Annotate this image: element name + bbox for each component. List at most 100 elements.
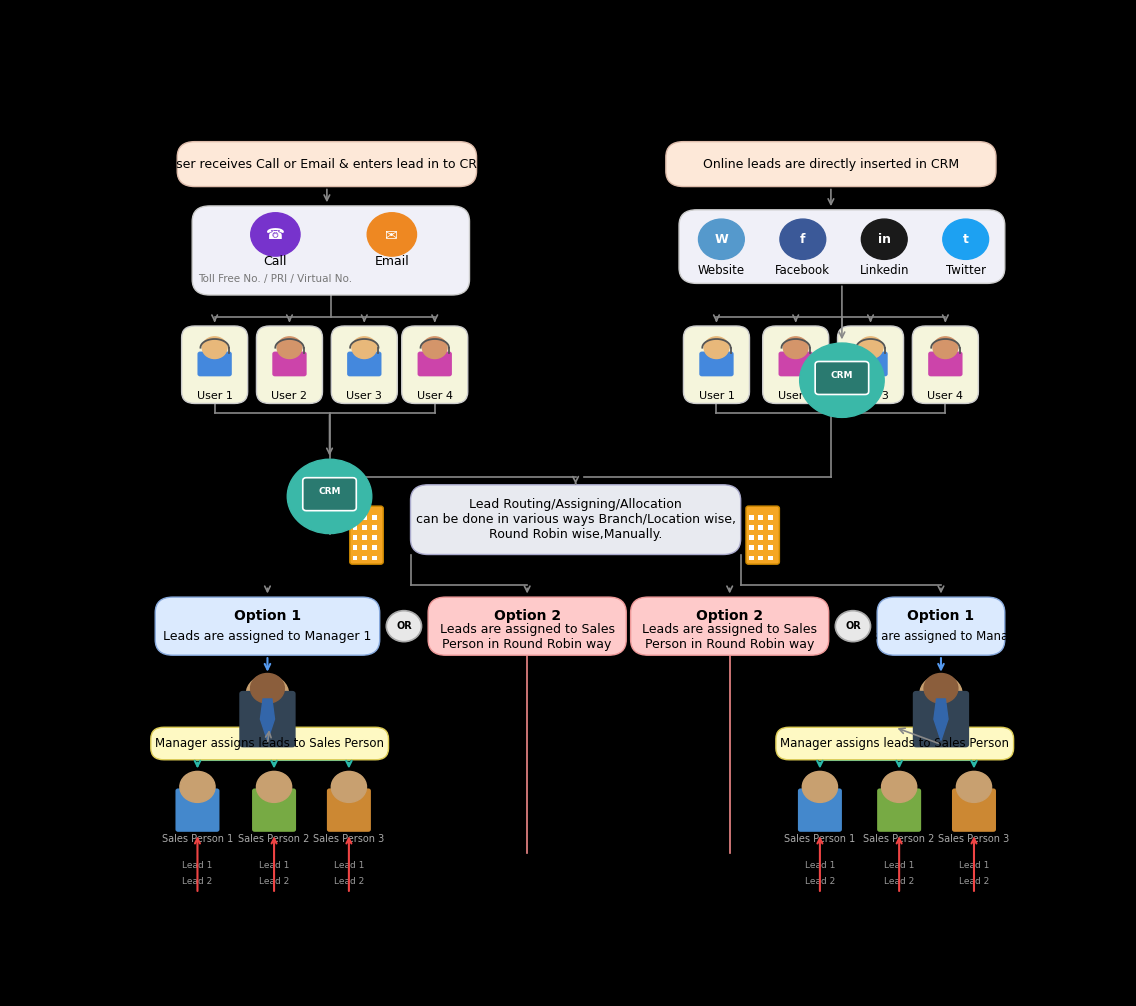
FancyBboxPatch shape xyxy=(749,515,753,520)
Text: Lead 1: Lead 1 xyxy=(804,861,835,870)
FancyBboxPatch shape xyxy=(362,525,367,530)
FancyBboxPatch shape xyxy=(759,555,763,560)
Circle shape xyxy=(179,772,215,803)
Text: Lead 2: Lead 2 xyxy=(804,877,835,886)
FancyBboxPatch shape xyxy=(371,545,376,550)
Circle shape xyxy=(277,337,302,358)
Text: User 3: User 3 xyxy=(346,390,382,400)
Circle shape xyxy=(367,212,417,257)
Text: Lead 2: Lead 2 xyxy=(884,877,914,886)
Text: Sales Person 3: Sales Person 3 xyxy=(938,834,1010,844)
FancyBboxPatch shape xyxy=(759,535,763,540)
Circle shape xyxy=(287,459,371,533)
FancyBboxPatch shape xyxy=(768,535,772,540)
Text: Leads are assigned to Sales
Person in Round Robin way: Leads are assigned to Sales Person in Ro… xyxy=(642,623,817,651)
FancyBboxPatch shape xyxy=(837,326,903,403)
Text: W: W xyxy=(715,232,728,245)
FancyBboxPatch shape xyxy=(418,351,452,376)
Text: Lead 1: Lead 1 xyxy=(884,861,914,870)
FancyBboxPatch shape xyxy=(912,326,978,403)
FancyBboxPatch shape xyxy=(816,361,869,394)
Circle shape xyxy=(924,673,958,703)
Text: t: t xyxy=(963,232,969,245)
Text: Leads are assigned to Manager 1: Leads are assigned to Manager 1 xyxy=(843,630,1039,643)
Text: Leads are assigned to Sales
Person in Round Robin way: Leads are assigned to Sales Person in Ro… xyxy=(440,623,615,651)
Text: Lead 1: Lead 1 xyxy=(182,861,212,870)
Circle shape xyxy=(257,772,292,803)
Text: Option 2: Option 2 xyxy=(494,609,561,623)
Text: Leads are assigned to Manager 1: Leads are assigned to Manager 1 xyxy=(164,630,371,643)
FancyBboxPatch shape xyxy=(952,789,996,832)
Circle shape xyxy=(202,337,227,358)
FancyBboxPatch shape xyxy=(762,326,828,403)
FancyBboxPatch shape xyxy=(352,525,358,530)
Text: Option 2: Option 2 xyxy=(696,609,763,623)
FancyBboxPatch shape xyxy=(350,506,383,564)
Text: Sales Person 1: Sales Person 1 xyxy=(784,834,855,844)
FancyBboxPatch shape xyxy=(252,789,296,832)
Text: Lead 2: Lead 2 xyxy=(334,877,364,886)
FancyBboxPatch shape xyxy=(402,326,468,403)
Text: User 1: User 1 xyxy=(699,390,734,400)
FancyBboxPatch shape xyxy=(273,351,307,376)
Circle shape xyxy=(933,337,958,358)
FancyBboxPatch shape xyxy=(240,691,295,747)
FancyBboxPatch shape xyxy=(749,555,753,560)
Text: Lead 2: Lead 2 xyxy=(183,877,212,886)
Polygon shape xyxy=(934,699,949,740)
FancyBboxPatch shape xyxy=(348,351,382,376)
FancyBboxPatch shape xyxy=(352,545,358,550)
FancyBboxPatch shape xyxy=(700,351,734,376)
Text: User 4: User 4 xyxy=(927,390,963,400)
FancyBboxPatch shape xyxy=(352,515,358,520)
Circle shape xyxy=(800,343,884,417)
Text: Lead 1: Lead 1 xyxy=(259,861,290,870)
Text: Email: Email xyxy=(375,255,409,268)
Text: User receives Call or Email & enters lead in to CRM: User receives Call or Email & enters lea… xyxy=(167,158,487,171)
FancyBboxPatch shape xyxy=(257,326,323,403)
Text: Website: Website xyxy=(698,264,745,277)
FancyBboxPatch shape xyxy=(192,206,469,295)
Circle shape xyxy=(704,337,729,358)
Circle shape xyxy=(386,611,421,642)
FancyBboxPatch shape xyxy=(749,525,753,530)
FancyBboxPatch shape xyxy=(759,515,763,520)
Circle shape xyxy=(957,772,992,803)
FancyBboxPatch shape xyxy=(776,727,1013,760)
FancyBboxPatch shape xyxy=(362,515,367,520)
Circle shape xyxy=(332,772,367,803)
FancyBboxPatch shape xyxy=(778,351,813,376)
FancyBboxPatch shape xyxy=(327,789,370,832)
Text: ☎: ☎ xyxy=(266,227,285,241)
Text: Manager assigns leads to Sales Person: Manager assigns leads to Sales Person xyxy=(156,737,384,750)
FancyBboxPatch shape xyxy=(371,555,376,560)
Text: Sales Person 3: Sales Person 3 xyxy=(314,834,384,844)
FancyBboxPatch shape xyxy=(759,525,763,530)
Text: Lead 1: Lead 1 xyxy=(334,861,364,870)
FancyBboxPatch shape xyxy=(877,598,1004,655)
Text: OR: OR xyxy=(845,621,861,631)
FancyBboxPatch shape xyxy=(175,789,219,832)
FancyBboxPatch shape xyxy=(853,351,887,376)
Circle shape xyxy=(352,337,377,358)
Circle shape xyxy=(882,772,917,803)
Text: CRM: CRM xyxy=(318,488,341,496)
Circle shape xyxy=(784,337,808,358)
FancyBboxPatch shape xyxy=(156,598,379,655)
FancyBboxPatch shape xyxy=(749,545,753,550)
Text: Option 1: Option 1 xyxy=(908,609,975,623)
Text: User 2: User 2 xyxy=(272,390,308,400)
FancyBboxPatch shape xyxy=(198,351,232,376)
FancyBboxPatch shape xyxy=(362,535,367,540)
Text: Manager assigns leads to Sales Person: Manager assigns leads to Sales Person xyxy=(780,737,1009,750)
Text: ✉: ✉ xyxy=(385,227,399,241)
Circle shape xyxy=(423,337,448,358)
FancyBboxPatch shape xyxy=(666,142,996,186)
FancyBboxPatch shape xyxy=(410,485,741,554)
FancyBboxPatch shape xyxy=(428,598,626,655)
Circle shape xyxy=(802,772,837,803)
Circle shape xyxy=(943,219,988,260)
FancyBboxPatch shape xyxy=(877,789,921,832)
Circle shape xyxy=(835,611,870,642)
Text: Lead 1: Lead 1 xyxy=(959,861,989,870)
